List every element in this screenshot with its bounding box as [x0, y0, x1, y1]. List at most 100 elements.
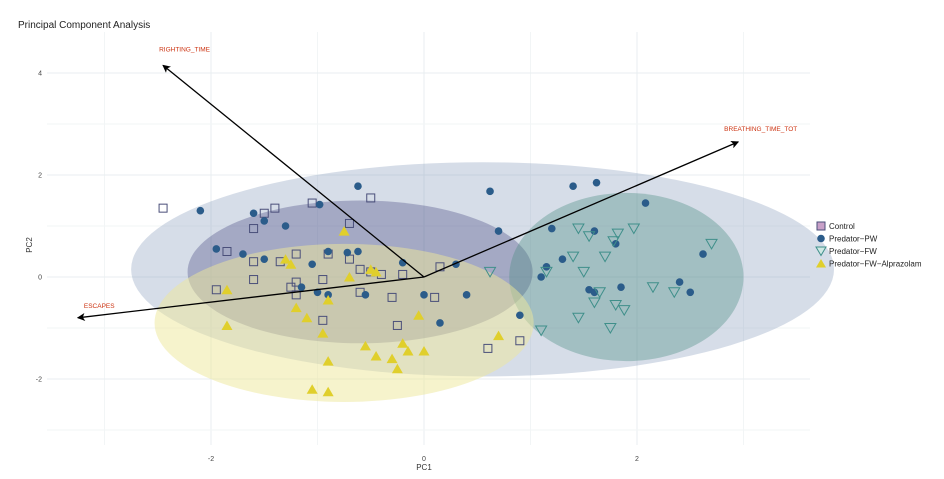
data-point [641, 199, 650, 207]
data-point [344, 218, 354, 228]
legend-label: Predator−FW−Alprazolam [829, 260, 922, 269]
data-point [667, 287, 681, 299]
data-point [592, 178, 601, 187]
data-point [686, 288, 695, 297]
loading-label: ESCAPES [84, 303, 115, 310]
data-point [392, 320, 402, 330]
data-point [391, 363, 403, 374]
y-axis-label: PC2 [25, 237, 34, 253]
y-tick-label: 2 [38, 173, 42, 180]
data-point [558, 255, 567, 263]
data-point [270, 203, 280, 213]
data-point [593, 287, 607, 299]
axes: PC1 PC2 -2 0 2 -2 0 2 4 [25, 71, 639, 473]
data-point [322, 294, 334, 305]
data-point [196, 206, 205, 215]
data-point [324, 247, 332, 256]
data-point [516, 311, 524, 320]
legend-key [815, 246, 827, 257]
data-point [418, 345, 430, 356]
legend-label: Predator−FW [829, 247, 877, 256]
data-point [617, 305, 631, 317]
data-point [249, 275, 259, 285]
data-point [221, 284, 233, 295]
data-point [705, 238, 718, 250]
data-point [355, 264, 365, 274]
data-point [387, 292, 397, 302]
data-point [318, 315, 328, 325]
data-point [158, 203, 168, 213]
data-point [540, 266, 553, 278]
data-point [222, 247, 232, 256]
data-point [354, 247, 362, 256]
data-point [617, 283, 625, 292]
data-point [572, 223, 585, 235]
y-tick-label: 4 [38, 71, 42, 78]
data-point [315, 200, 324, 209]
ellipses [131, 162, 835, 402]
data-point [343, 248, 352, 257]
legend-key [816, 259, 826, 268]
data-point [542, 263, 551, 271]
data-point [308, 260, 316, 269]
legend-label: Control [829, 222, 855, 231]
data-point [537, 273, 545, 281]
data-point [318, 275, 328, 285]
data-point [260, 217, 269, 225]
data-point [493, 330, 505, 341]
confidence-ellipse [154, 243, 534, 402]
data-point [212, 245, 221, 253]
data-point [598, 251, 612, 263]
data-point [290, 302, 302, 313]
data-point [646, 282, 660, 294]
data-point [291, 249, 301, 259]
data-point [515, 336, 525, 346]
loading-label: RIGHTING_TIME [159, 46, 211, 53]
loading-arrows: RIGHTING_TIME BREATHING_TIME_TOT ESCAPES [76, 46, 797, 321]
loading-arrow [423, 140, 740, 278]
data-point [291, 290, 301, 300]
data-point [249, 257, 259, 267]
data-point [611, 228, 625, 240]
data-point [324, 291, 332, 299]
data-point [577, 266, 591, 278]
data-point [397, 338, 409, 348]
x-tick-label: 0 [422, 456, 426, 463]
data-point [386, 353, 398, 364]
chart-title: Principal Component Analysis [18, 20, 151, 31]
data-point [398, 269, 408, 279]
data-point [483, 343, 493, 353]
data-point [260, 255, 269, 263]
data-point [359, 340, 371, 351]
loading-arrow [162, 64, 425, 278]
data-point [286, 282, 296, 292]
data-point [249, 224, 259, 234]
data-point [582, 231, 596, 243]
data-point [354, 182, 362, 191]
data-point [486, 187, 494, 196]
data-point [607, 236, 620, 248]
data-point [572, 312, 585, 324]
loading-label: BREATHING_TIME_TOT [724, 126, 797, 133]
points [158, 178, 718, 397]
data-point [281, 222, 290, 230]
data-point [322, 356, 334, 366]
x-axis-label: PC1 [416, 463, 432, 472]
x-tick-label: -2 [208, 456, 214, 463]
data-point [627, 223, 641, 235]
data-point [366, 193, 376, 203]
legend-key [817, 234, 825, 243]
data-point [494, 227, 503, 235]
data-point [285, 259, 297, 269]
confidence-ellipse [509, 192, 744, 362]
legend-label: Predator−PW [829, 235, 878, 244]
data-point [590, 227, 599, 235]
data-point [338, 226, 350, 236]
data-point [301, 312, 313, 323]
data-point [361, 291, 370, 299]
data-point [548, 224, 556, 233]
data-point [297, 283, 306, 292]
data-point [221, 320, 233, 330]
